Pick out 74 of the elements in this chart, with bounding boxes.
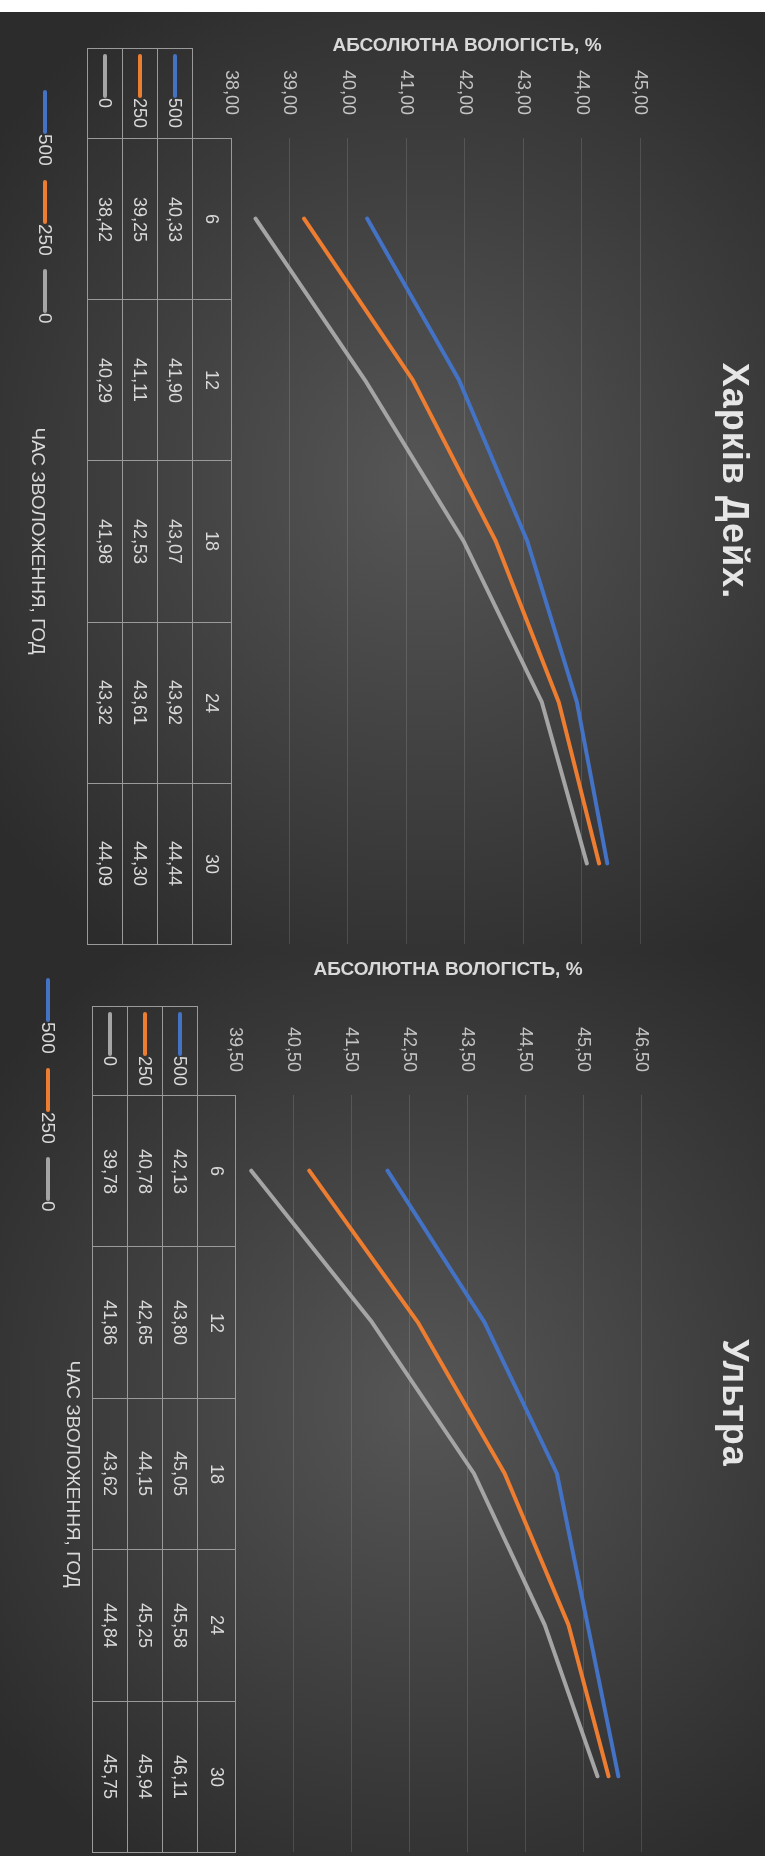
data-label: 45,58 bbox=[170, 1602, 190, 1648]
data-label: 42,53 bbox=[130, 518, 150, 564]
legend-label: 0 bbox=[37, 1201, 59, 1212]
data-label: 43,80 bbox=[170, 1300, 190, 1346]
data-label: 41,90 bbox=[165, 357, 185, 403]
legend-label: 250 bbox=[37, 1111, 59, 1144]
data-label: 43,61 bbox=[130, 680, 150, 726]
text: Ультра bbox=[714, 1339, 756, 1467]
y-tick-label: 18 bbox=[206, 1463, 227, 1484]
x-tick-label: 45,50 bbox=[574, 1026, 595, 1072]
y-tick-label: 30 bbox=[206, 1766, 227, 1787]
x-tick-label: 41,50 bbox=[342, 1026, 363, 1072]
data-label: 41,86 bbox=[100, 1300, 120, 1346]
legend-label: 500 bbox=[34, 134, 56, 166]
data-label: 43,62 bbox=[100, 1451, 120, 1497]
data-label: 45,05 bbox=[170, 1451, 190, 1497]
x-tick-label: 40,50 bbox=[284, 1026, 305, 1072]
data-label: 43,92 bbox=[165, 680, 185, 726]
legend-label: 250 bbox=[34, 223, 56, 256]
data-label: 39,78 bbox=[100, 1148, 120, 1194]
data-label: 44,15 bbox=[135, 1451, 155, 1497]
x-tick-label: 44,00 bbox=[572, 69, 593, 115]
y-tick-label: 18 bbox=[202, 531, 222, 552]
y-axis-title: ЧАС ЗВОЛОЖЕННЯ, ГОД bbox=[27, 427, 49, 655]
x-tick-label: 39,00 bbox=[280, 69, 301, 115]
y-tick-label: 6 bbox=[206, 1166, 227, 1177]
text: Харків Дейх. bbox=[714, 362, 756, 600]
text: 250 bbox=[135, 1056, 155, 1087]
x-axis-title: АБСОЛЮТНА ВОЛОГІСТЬ, % bbox=[313, 957, 583, 979]
data-label: 40,78 bbox=[135, 1148, 155, 1194]
x-tick-label: 38,00 bbox=[222, 69, 243, 115]
y-tick-label: 30 bbox=[202, 853, 222, 874]
y-tick-label: 12 bbox=[206, 1312, 227, 1333]
y-axis-title: ЧАС ЗВОЛОЖЕННЯ, ГОД bbox=[62, 1359, 84, 1588]
legend-label: 500 bbox=[37, 1022, 59, 1054]
text: 0 bbox=[100, 1056, 120, 1067]
data-label: 43,07 bbox=[165, 518, 185, 564]
y-tick-label: 6 bbox=[202, 214, 222, 225]
x-tick-label: 39,50 bbox=[226, 1026, 247, 1072]
data-label: 41,98 bbox=[95, 518, 115, 564]
data-label: 45,75 bbox=[100, 1754, 120, 1800]
data-label: 44,44 bbox=[165, 841, 185, 887]
text: 0 bbox=[95, 98, 115, 109]
x-axis-title: АБСОЛЮТНА ВОЛОГІСТЬ, % bbox=[332, 33, 602, 55]
x-tick-label: 43,50 bbox=[458, 1026, 479, 1072]
x-tick-label: 42,00 bbox=[455, 69, 476, 115]
data-label: 41,11 bbox=[130, 358, 150, 403]
data-label: 42,13 bbox=[170, 1148, 190, 1194]
y-tick-label: 24 bbox=[206, 1615, 227, 1636]
x-tick-label: 40,00 bbox=[338, 69, 359, 115]
data-label: 40,33 bbox=[165, 196, 185, 242]
data-label: 40,29 bbox=[95, 357, 115, 403]
y-tick-label: 24 bbox=[202, 692, 222, 713]
text: 500 bbox=[170, 1056, 190, 1087]
x-tick-label: 46,50 bbox=[632, 1026, 653, 1072]
data-label: 38,42 bbox=[95, 196, 115, 242]
x-tick-label: 44,50 bbox=[516, 1026, 537, 1072]
x-tick-label: 43,00 bbox=[514, 69, 535, 115]
data-label: 45,25 bbox=[135, 1602, 155, 1648]
data-label: 44,30 bbox=[130, 841, 150, 887]
y-tick-label: 12 bbox=[202, 370, 222, 391]
x-tick-label: 41,00 bbox=[397, 69, 418, 115]
data-label: 46,11 bbox=[170, 1754, 190, 1799]
data-label: 39,25 bbox=[130, 196, 150, 242]
text: 250 bbox=[130, 98, 150, 129]
data-label: 45,94 bbox=[135, 1754, 155, 1800]
x-tick-label: 45,00 bbox=[631, 69, 652, 115]
data-label: 44,84 bbox=[100, 1602, 120, 1648]
data-label: 44,09 bbox=[95, 841, 115, 887]
text: 500 bbox=[165, 98, 185, 129]
x-tick-label: 42,50 bbox=[400, 1026, 421, 1072]
data-label: 42,65 bbox=[135, 1300, 155, 1346]
legend-label: 0 bbox=[34, 313, 56, 324]
data-label: 43,32 bbox=[95, 680, 115, 726]
